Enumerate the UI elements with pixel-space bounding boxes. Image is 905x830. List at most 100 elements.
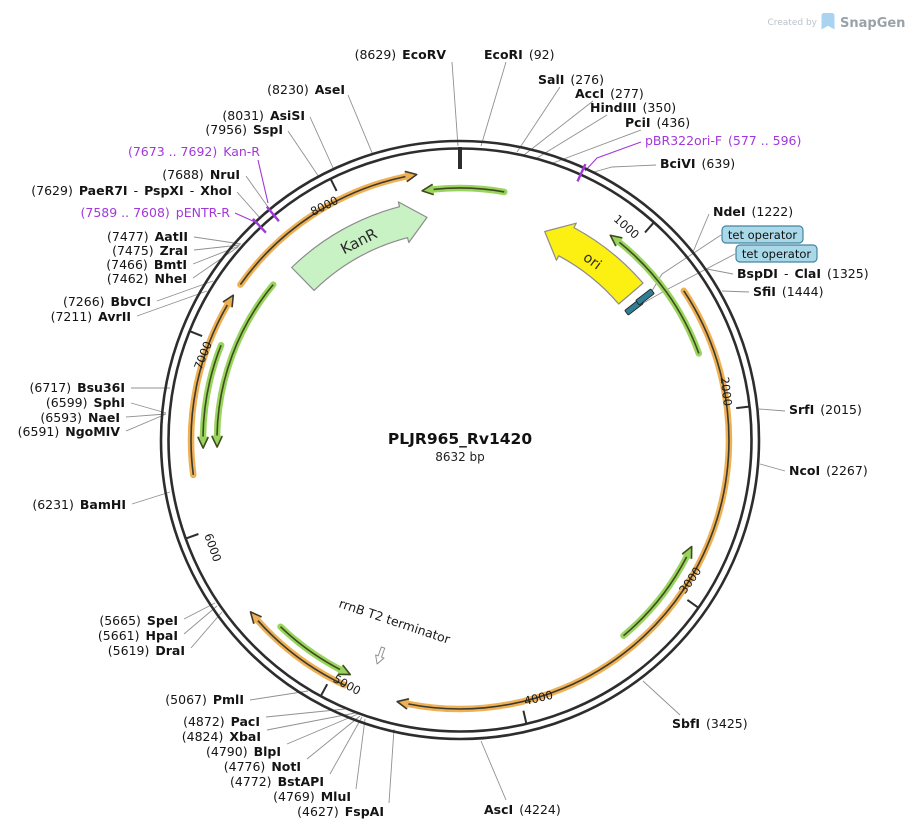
leader-HindIII (536, 114, 608, 159)
label-PacI[interactable]: (4872) PacI (183, 714, 260, 729)
leader-AvrII (136, 290, 208, 317)
feature-arc-green-6[interactable] (197, 341, 225, 449)
label-SalI[interactable]: SalI (276) (538, 72, 604, 87)
leader-DraI (190, 611, 223, 649)
leader-NheI (192, 246, 239, 279)
label-AccI[interactable]: AccI (277) (575, 86, 644, 101)
label-FspAI[interactable]: (4627) FspAI (297, 804, 384, 819)
tet-operator-badge-1[interactable]: tet operator (721, 225, 804, 244)
label-BciVI[interactable]: BciVI (639) (660, 156, 735, 171)
leader-pBR322ori-F (584, 141, 642, 172)
tick-label-8000: 8000 (308, 193, 340, 219)
label-Kan-R[interactable]: (7673 .. 7692) Kan-R (128, 144, 260, 159)
leader-NdeI (692, 213, 710, 253)
label-PmlI[interactable]: (5067) PmlI (165, 692, 244, 707)
leader-BciVI (593, 164, 657, 173)
label-BspDI-ClaI[interactable]: BspDI - ClaI (1325) (737, 266, 869, 281)
label-PciI[interactable]: PciI (436) (625, 115, 690, 130)
feature-arc-orange-3[interactable] (187, 294, 235, 479)
feature-KanR[interactable] (291, 201, 428, 291)
snapgene-watermark: Created by SnapGene (767, 13, 905, 31)
terminator-arrow-icon (375, 646, 386, 665)
snapgene-logo-icon (821, 13, 835, 30)
leader-PaeR7I-PspXI-XhoI (236, 191, 261, 219)
leader-AsiSI (309, 116, 335, 171)
tick-label-4000: 4000 (523, 688, 555, 708)
tick-3000 (686, 599, 699, 609)
leader-SspI (287, 130, 320, 178)
plasmid-title: PLJR965_Rv1420 (388, 430, 532, 448)
label-pBR322ori-F[interactable]: pBR322ori-F (577 .. 596) (645, 133, 801, 148)
label-XbaI[interactable]: (4824) XbaI (182, 729, 261, 744)
label-NruI[interactable]: (7688) NruI (162, 167, 240, 182)
tet-operator-site-2[interactable] (635, 288, 655, 306)
feature-arc-green-4[interactable] (277, 623, 352, 676)
feature-arc-orange-1[interactable] (396, 287, 733, 713)
leader-BspDI-ClaI (706, 268, 734, 275)
feature-ori[interactable] (544, 222, 644, 305)
tick-8000 (329, 178, 338, 192)
label-AvrII[interactable]: (7211) AvrII (51, 309, 131, 324)
label-SpeI[interactable]: (5665) SpeI (99, 613, 178, 628)
terminator-label[interactable]: rrnB T2 terminator (337, 596, 453, 647)
leader-AseI (347, 94, 374, 156)
tick-label-2000: 2000 (718, 376, 735, 407)
leader-SfiI (721, 290, 750, 293)
label-SspI[interactable]: (7956) SspI (205, 122, 283, 137)
tick-5000 (320, 683, 329, 697)
leader-SrfI (758, 408, 786, 412)
label-Bsu36I[interactable]: (6717) Bsu36I (30, 380, 126, 395)
svg-text:tet operator: tet operator (728, 228, 797, 242)
label-AseI[interactable]: (8230) AseI (267, 82, 345, 97)
tick-label-6000: 6000 (201, 531, 224, 563)
label-MluI[interactable]: (4769) MluI (273, 789, 351, 804)
label-NaeI[interactable]: (6593) NaeI (40, 410, 120, 425)
label-NotI[interactable]: (4776) NotI (224, 759, 301, 774)
arc-features (187, 170, 733, 713)
label-NdeI[interactable]: NdeI (1222) (713, 204, 793, 219)
label-NheI[interactable]: (7462) NheI (107, 271, 187, 286)
site-markers (252, 163, 655, 316)
tick-label-5000: 5000 (331, 672, 363, 698)
primer-site-tick-7682 (265, 205, 280, 222)
label-pENTR-R[interactable]: (7589 .. 7608) pENTR-R (81, 205, 231, 220)
svg-text:tet operator: tet operator (742, 247, 811, 261)
leader-SalI (516, 86, 561, 153)
label-BmtI[interactable]: (7466) BmtI (106, 257, 187, 272)
label-NcoI[interactable]: NcoI (2267) (789, 463, 868, 478)
label-BstAPI[interactable]: (4772) BstAPI (230, 774, 324, 789)
feature-arc-green-5[interactable] (211, 281, 277, 448)
feature-arc-orange-2[interactable] (249, 611, 348, 689)
label-EcoRV[interactable]: (8629) EcoRV (355, 47, 447, 62)
feature-arc-green-3[interactable] (620, 545, 693, 639)
leader-BmtI (192, 245, 240, 265)
label-AscI[interactable]: AscI (4224) (484, 802, 561, 817)
label-DraI[interactable]: (5619) DraI (108, 643, 185, 658)
label-NgoMIV[interactable]: (6591) NgoMIV (18, 424, 121, 439)
label-SbfI[interactable]: SbfI (3425) (672, 716, 748, 731)
label-BamHI[interactable]: (6231) BamHI (32, 497, 126, 512)
leader-tet-operator-1 (648, 234, 722, 297)
label-HindIII[interactable]: HindIII (350) (590, 100, 676, 115)
feature-arc-green-2[interactable] (609, 234, 703, 357)
label-SphI[interactable]: (6599) SphI (46, 395, 125, 410)
leader-BamHI (131, 491, 171, 505)
tet-operator-badge-2[interactable]: tet operator (735, 244, 818, 263)
label-PaeR7I-PspXI-XhoI[interactable]: (7629) PaeR7I - PspXI - XhoI (31, 183, 232, 198)
label-AatII[interactable]: (7477) AatII (107, 229, 188, 244)
leader-NruI (245, 175, 269, 208)
leader-HpaI (183, 605, 218, 635)
feature-arc-orange-4[interactable] (237, 170, 418, 288)
feature-arc-green-1[interactable] (421, 183, 508, 196)
label-ZraI[interactable]: (7475) ZraI (112, 243, 188, 258)
watermark-brand: SnapGene (840, 16, 905, 31)
label-HpaI[interactable]: (5661) HpaI (98, 628, 178, 643)
label-SrfI[interactable]: SrfI (2015) (789, 402, 862, 417)
label-BlpI[interactable]: (4790) BlpI (206, 744, 281, 759)
label-AsiSI[interactable]: (8031) AsiSI (222, 108, 305, 123)
label-BbvCI[interactable]: (7266) BbvCI (63, 294, 151, 309)
label-EcoRI[interactable]: EcoRI (92) (484, 47, 554, 62)
label-SfiI[interactable]: SfiI (1444) (753, 284, 824, 299)
